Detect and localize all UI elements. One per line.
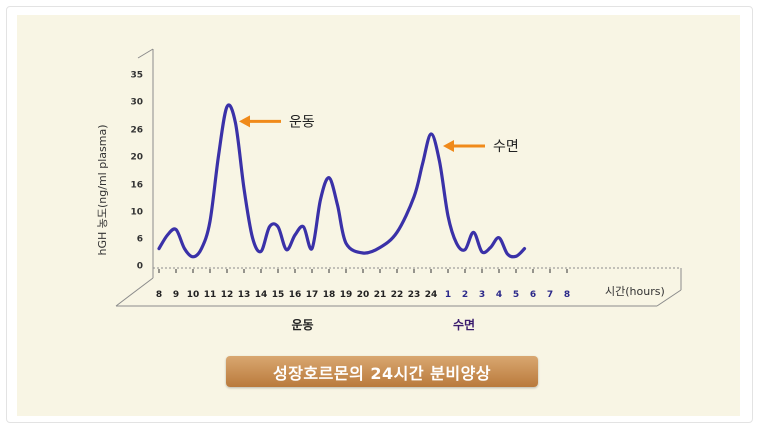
- axis-edge: [137, 48, 154, 59]
- x-tick-label: 7: [547, 290, 553, 300]
- x-tick-label: 22: [391, 290, 404, 300]
- x-tick-label: 8: [564, 290, 570, 300]
- chart-panel: [17, 15, 740, 416]
- x-tick-label: 11: [204, 290, 217, 300]
- x-tick-label: 6: [530, 290, 536, 300]
- x-tick-label: 18: [323, 290, 336, 300]
- x-tick-label: 2: [462, 290, 468, 300]
- annotation-arrow: [443, 139, 485, 152]
- caption-text: 성장호르몬의 24시간 분비양상: [272, 363, 492, 383]
- floor-edge-corner: [656, 289, 682, 307]
- annotation-arrow: [239, 115, 281, 128]
- floor-edge-left: [115, 277, 154, 307]
- x-tick-label: 4: [496, 290, 502, 300]
- y-tick-label: 35: [130, 71, 143, 81]
- annotation-label: 수면: [493, 139, 519, 155]
- x-tick-label: 12: [221, 290, 234, 300]
- x-tick-label: 23: [408, 290, 421, 300]
- y-tick-label: 30: [130, 98, 143, 108]
- y-tick-label: 6: [137, 235, 143, 245]
- x-tick-label: 14: [255, 290, 268, 300]
- x-tick-label: 21: [374, 290, 387, 300]
- period-label: 수면: [453, 317, 475, 332]
- x-axis-label: 시간(hours): [605, 285, 665, 298]
- period-label: 운동: [291, 317, 313, 332]
- annotation-label: 운동: [289, 114, 315, 130]
- x-tick-label: 10: [187, 290, 200, 300]
- chart-axes: [115, 48, 682, 307]
- y-tick-label: 10: [130, 208, 143, 218]
- x-tick-label: 1: [445, 290, 451, 300]
- x-tick-label: 9: [173, 290, 179, 300]
- y-axis-label: hGH 농도(ng/ml plasma): [96, 125, 109, 256]
- x-tick-label: 20: [357, 290, 370, 300]
- x-tick-label: 16: [289, 290, 302, 300]
- y-tick-label: 20: [130, 153, 143, 163]
- x-tick-label: 17: [306, 290, 319, 300]
- x-tick-label: 5: [513, 290, 519, 300]
- y-tick-label: 0: [137, 262, 143, 272]
- hgh-series-line: [157, 103, 527, 259]
- x-tick-label: 19: [340, 290, 353, 300]
- x-tick-label: 24: [425, 290, 438, 300]
- period-labels: 운동 수면: [291, 317, 475, 332]
- x-tick-label: 3: [479, 290, 485, 300]
- y-tick-label: 16: [130, 181, 143, 191]
- x-tick-label: 15: [272, 290, 285, 300]
- x-tick-label: 13: [238, 290, 251, 300]
- x-axis-ticks: 8 9 10 11 12 13 14 15 16 17 18 19 20 21 22 23 24 1 2 3 4 5 6 7 8: [156, 269, 570, 300]
- y-axis-ticks: 0 6 10 16 20 26 30 35: [130, 71, 143, 272]
- y-tick-label: 26: [130, 126, 143, 136]
- caption-banner: 성장호르몬의 24시간 분비양상: [226, 356, 538, 387]
- x-tick-label: 8: [156, 290, 162, 300]
